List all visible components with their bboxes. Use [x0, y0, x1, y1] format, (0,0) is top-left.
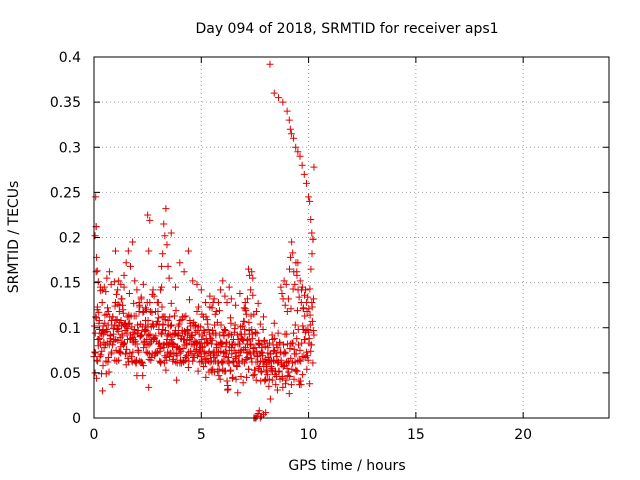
- scatter-chart: Day 094 of 2018, SRMTID for receiver aps…: [0, 0, 640, 480]
- x-tick-label: 20: [514, 427, 532, 443]
- y-tick-label: 0.4: [59, 50, 81, 66]
- x-tick-label: 15: [407, 427, 425, 443]
- y-tick-label: 0.25: [50, 185, 81, 201]
- y-tick-label: 0.3: [59, 140, 81, 156]
- chart-title: Day 094 of 2018, SRMTID for receiver aps…: [195, 21, 498, 37]
- x-tick-label: 10: [300, 427, 318, 443]
- chart-background: [0, 0, 640, 480]
- y-tick-label: 0.15: [50, 276, 81, 292]
- y-tick-label: 0.1: [59, 321, 81, 337]
- x-tick-label: 0: [90, 427, 99, 443]
- x-tick-label: 5: [197, 427, 206, 443]
- y-axis-label: SRMTID / TECUs: [6, 181, 22, 294]
- y-tick-label: 0.05: [50, 366, 81, 382]
- y-tick-label: 0.2: [59, 231, 81, 247]
- x-axis-label: GPS time / hours: [288, 458, 405, 474]
- y-tick-label: 0.35: [50, 95, 81, 111]
- y-tick-label: 0: [72, 411, 81, 427]
